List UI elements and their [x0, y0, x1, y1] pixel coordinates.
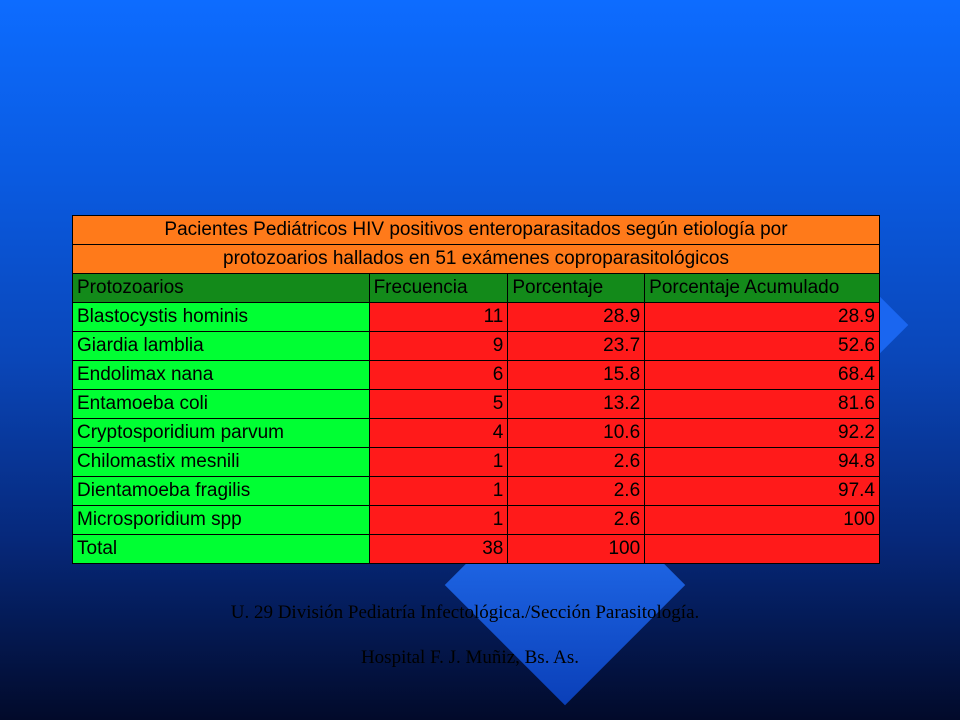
cell-frecuencia: 38	[368, 534, 509, 564]
cell-porcentaje-acumulado	[644, 534, 880, 564]
cell-porcentaje-acumulado: 81.6	[644, 389, 880, 419]
cell-protozoario: Dientamoeba fragilis	[72, 476, 370, 506]
cell-protozoario: Chilomastix mesnili	[72, 447, 370, 477]
cell-porcentaje-acumulado: 28.9	[644, 302, 880, 332]
table-row: Endolimax nana 6 15.8 68.4	[72, 360, 880, 390]
table-row: Total 38 100	[72, 534, 880, 564]
cell-porcentaje: 2.6	[507, 505, 646, 535]
cell-porcentaje-acumulado: 52.6	[644, 331, 880, 361]
cell-frecuencia: 1	[368, 476, 509, 506]
cell-frecuencia: 9	[368, 331, 509, 361]
cell-protozoario: Cryptosporidium parvum	[72, 418, 370, 448]
cell-porcentaje: 13.2	[507, 389, 646, 419]
cell-porcentaje: 2.6	[507, 476, 646, 506]
cell-protozoario: Entamoeba coli	[72, 389, 370, 419]
cell-porcentaje-acumulado: 68.4	[644, 360, 880, 390]
footer-line-1: U. 29 División Pediatría Infectológica./…	[230, 602, 700, 623]
cell-porcentaje: 100	[507, 534, 646, 564]
table-row: Entamoeba coli 5 13.2 81.6	[72, 389, 880, 419]
cell-frecuencia: 6	[368, 360, 509, 390]
cell-porcentaje: 15.8	[507, 360, 646, 390]
cell-protozoario: Endolimax nana	[72, 360, 370, 390]
footer-line-2: Hospital F. J. Muñiz, Bs. As.	[360, 647, 580, 668]
table-row: Chilomastix mesnili 1 2.6 94.8	[72, 447, 880, 477]
cell-protozoario: Total	[72, 534, 370, 564]
cell-frecuencia: 4	[368, 418, 509, 448]
header-porcentaje-acumulado: Porcentaje Acumulado	[644, 273, 880, 303]
cell-porcentaje-acumulado: 94.8	[644, 447, 880, 477]
table-row: Microsporidium spp 1 2.6 100	[72, 505, 880, 535]
cell-porcentaje-acumulado: 100	[644, 505, 880, 535]
cell-porcentaje: 23.7	[507, 331, 646, 361]
cell-porcentaje-acumulado: 92.2	[644, 418, 880, 448]
cell-frecuencia: 1	[368, 447, 509, 477]
table-title-line-2: protozoarios hallados en 51 exámenes cop…	[72, 244, 880, 274]
cell-porcentaje-acumulado: 97.4	[644, 476, 880, 506]
table-title-line-1: Pacientes Pediátricos HIV positivos ente…	[72, 215, 880, 245]
cell-porcentaje: 2.6	[507, 447, 646, 477]
table-header-row: Protozoarios Frecuencia Porcentaje Porce…	[72, 273, 880, 303]
header-porcentaje: Porcentaje	[507, 273, 646, 303]
table-row: Cryptosporidium parvum 4 10.6 92.2	[72, 418, 880, 448]
cell-frecuencia: 1	[368, 505, 509, 535]
header-protozoarios: Protozoarios	[72, 273, 370, 303]
cell-protozoario: Blastocystis hominis	[72, 302, 370, 332]
cell-porcentaje: 10.6	[507, 418, 646, 448]
table-row: Blastocystis hominis 11 28.9 28.9	[72, 302, 880, 332]
cell-frecuencia: 5	[368, 389, 509, 419]
cell-protozoario: Giardia lamblia	[72, 331, 370, 361]
table-title-row-2: protozoarios hallados en 51 exámenes cop…	[72, 244, 880, 274]
table-row: Giardia lamblia 9 23.7 52.6	[72, 331, 880, 361]
header-frecuencia: Frecuencia	[368, 273, 509, 303]
cell-porcentaje: 28.9	[507, 302, 646, 332]
table-title-row-1: Pacientes Pediátricos HIV positivos ente…	[72, 215, 880, 245]
cell-protozoario: Microsporidium spp	[72, 505, 370, 535]
table-row: Dientamoeba fragilis 1 2.6 97.4	[72, 476, 880, 506]
cell-frecuencia: 11	[368, 302, 509, 332]
protozoa-frequency-table: Pacientes Pediátricos HIV positivos ente…	[72, 215, 880, 564]
